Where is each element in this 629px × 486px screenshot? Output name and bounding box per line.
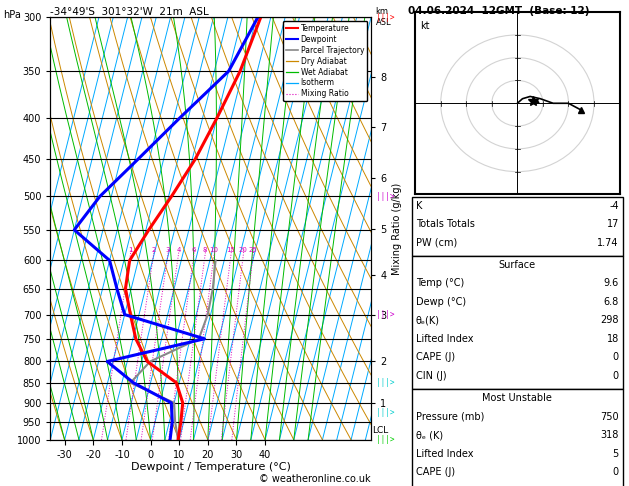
Text: CAPE (J): CAPE (J)	[416, 467, 455, 477]
Text: km
ASL: km ASL	[376, 7, 391, 27]
Text: 0: 0	[613, 371, 619, 381]
Text: CAPE (J): CAPE (J)	[416, 352, 455, 363]
Text: Pressure (mb): Pressure (mb)	[416, 412, 484, 422]
Text: |||>: |||>	[376, 192, 394, 201]
Text: K: K	[416, 201, 422, 211]
X-axis label: Dewpoint / Temperature (°C): Dewpoint / Temperature (°C)	[131, 462, 291, 472]
Text: -34°49'S  301°32'W  21m  ASL: -34°49'S 301°32'W 21m ASL	[50, 7, 209, 17]
Text: 10: 10	[209, 247, 219, 253]
Text: Surface: Surface	[499, 260, 536, 270]
Text: 1.74: 1.74	[598, 238, 619, 248]
Text: Totals Totals: Totals Totals	[416, 219, 475, 229]
Text: 17: 17	[606, 219, 619, 229]
Text: 3: 3	[165, 247, 170, 253]
Text: |||>: |||>	[376, 378, 394, 387]
Text: θₑ(K): θₑ(K)	[416, 315, 440, 326]
Text: 6.8: 6.8	[604, 297, 619, 307]
Text: Lifted Index: Lifted Index	[416, 334, 473, 344]
Text: 04.06.2024  12GMT  (Base: 12): 04.06.2024 12GMT (Base: 12)	[408, 6, 589, 16]
Text: Temp (°C): Temp (°C)	[416, 278, 464, 289]
Text: 750: 750	[600, 412, 619, 422]
Text: Most Unstable: Most Unstable	[482, 393, 552, 403]
Text: 298: 298	[601, 315, 619, 326]
Text: 6: 6	[192, 247, 196, 253]
Text: hPa: hPa	[3, 10, 21, 20]
Text: CIN (J): CIN (J)	[416, 371, 447, 381]
Text: Dewp (°C): Dewp (°C)	[416, 297, 466, 307]
Text: PW (cm): PW (cm)	[416, 238, 457, 248]
Text: © weatheronline.co.uk: © weatheronline.co.uk	[259, 473, 370, 484]
Text: -4: -4	[610, 201, 619, 211]
Text: 1: 1	[128, 247, 133, 253]
Text: |||>: |||>	[376, 435, 394, 444]
Y-axis label: Mixing Ratio (g/kg): Mixing Ratio (g/kg)	[392, 182, 402, 275]
Text: 0: 0	[613, 352, 619, 363]
Text: 20: 20	[239, 247, 248, 253]
Text: kt: kt	[420, 21, 430, 31]
Text: |||>: |||>	[376, 408, 394, 417]
Text: 8: 8	[203, 247, 208, 253]
Text: 4: 4	[176, 247, 181, 253]
Legend: Temperature, Dewpoint, Parcel Trajectory, Dry Adiabat, Wet Adiabat, Isotherm, Mi: Temperature, Dewpoint, Parcel Trajectory…	[283, 21, 367, 102]
Text: 15: 15	[226, 247, 235, 253]
Text: 9.6: 9.6	[604, 278, 619, 289]
Text: 25: 25	[249, 247, 257, 253]
Text: 2: 2	[152, 247, 156, 253]
Text: LCL: LCL	[372, 426, 388, 435]
Text: 5: 5	[613, 449, 619, 459]
Text: 18: 18	[607, 334, 619, 344]
Text: 0: 0	[613, 467, 619, 477]
Text: 318: 318	[601, 430, 619, 440]
Text: |||>: |||>	[376, 310, 394, 319]
Text: |||>: |||>	[376, 13, 394, 21]
Text: θₑ (K): θₑ (K)	[416, 430, 443, 440]
Text: Lifted Index: Lifted Index	[416, 449, 473, 459]
